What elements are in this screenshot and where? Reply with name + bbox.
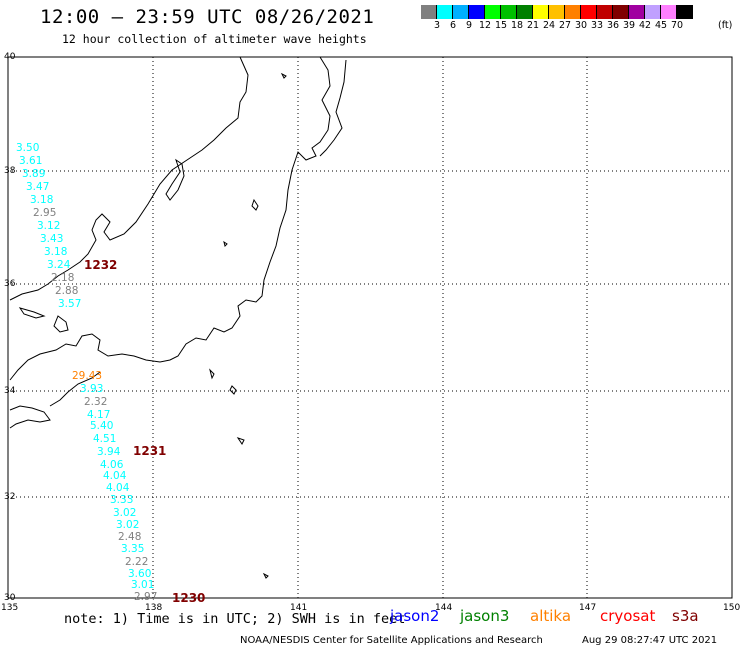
time-label: 1230 <box>172 591 206 605</box>
legend-swatch <box>485 5 501 19</box>
swh-label: 2.32 <box>84 396 108 408</box>
legend-swatch <box>517 5 533 19</box>
swh-label: 3.18 <box>30 194 54 206</box>
legend-label: 42 <box>638 20 652 31</box>
legend-label: 21 <box>526 20 540 31</box>
satellite-altika: altika <box>530 607 572 625</box>
footer-note: note: 1) Time is in UTC; 2) SWH is in fe… <box>64 611 406 627</box>
map-frame <box>7 56 733 599</box>
legend-label: 70 <box>670 20 684 31</box>
time-label: 1231 <box>133 444 167 458</box>
swh-label: 3.33 <box>110 494 134 506</box>
legend-swatch <box>549 5 565 19</box>
legend-swatch <box>533 5 549 19</box>
legend-swatch <box>661 5 677 19</box>
lon-label: 150 <box>723 603 740 613</box>
lon-label: 144 <box>435 603 453 613</box>
legend-swatch <box>565 5 581 19</box>
lat-label: 30 <box>4 593 16 603</box>
swh-label: 3.02 <box>116 519 140 531</box>
legend-label: 30 <box>574 20 588 31</box>
legend-label: 15 <box>494 20 508 31</box>
legend-label: 18 <box>510 20 524 31</box>
swh-label: 3.57 <box>58 298 82 310</box>
swh-label: 3.61 <box>19 155 43 167</box>
satellite-jason3: jason3 <box>460 607 510 625</box>
legend-swatch <box>469 5 485 19</box>
swh-label: 3.43 <box>40 233 64 245</box>
lat-label: 32 <box>4 492 16 502</box>
legend-swatch <box>421 5 437 19</box>
legend-labels: 3 6 9 12 15 18 21 24 27 30 33 36 39 42 4… <box>421 20 685 31</box>
coastline <box>9 56 347 579</box>
legend-label: 39 <box>622 20 636 31</box>
legend-label: 12 <box>478 20 492 31</box>
lat-label: 36 <box>4 279 16 289</box>
swh-label: 2.97 <box>134 591 158 603</box>
legend-label: 9 <box>465 20 473 31</box>
legend-swatch <box>501 5 517 19</box>
swh-label: 3.47 <box>26 181 50 193</box>
swh-label: 4.17 <box>87 409 111 421</box>
map-title: 12:00 – 23:59 UTC 08/26/2021 <box>40 6 375 28</box>
lon-label: 147 <box>579 603 597 613</box>
legend-label: 45 <box>654 20 668 31</box>
legend-label: 6 <box>449 20 457 31</box>
legend-swatch <box>453 5 469 19</box>
swh-label: 4.04 <box>103 470 127 482</box>
swh-label: 3.35 <box>121 543 145 555</box>
swh-label: 3.01 <box>131 579 155 591</box>
legend-label: 27 <box>558 20 572 31</box>
swh-label: 2.88 <box>55 285 79 297</box>
swh-label: 3.50 <box>16 142 40 154</box>
swh-label: 4.06 <box>100 459 124 471</box>
swh-label: 2.22 <box>125 556 149 568</box>
swh-label: 29.43 <box>72 370 103 382</box>
swh-label: 3.93 <box>80 383 104 395</box>
lat-label: 34 <box>4 386 16 396</box>
legend-swatch <box>437 5 453 19</box>
lon-label: 141 <box>290 603 308 613</box>
lat-label: 38 <box>4 166 16 176</box>
legend-swatch <box>677 5 693 19</box>
map-subtitle: 12 hour collection of altimeter wave hei… <box>62 32 367 46</box>
time-label: 1232 <box>84 258 118 272</box>
color-legend <box>421 5 693 19</box>
swh-label: 2.95 <box>33 207 57 219</box>
lat-label: 40 <box>4 52 16 62</box>
legend-label: 24 <box>542 20 556 31</box>
lon-label: 135 <box>1 603 19 613</box>
swh-label: 5.40 <box>90 420 114 432</box>
legend-label: 36 <box>606 20 620 31</box>
swh-label: 3.89 <box>22 168 46 180</box>
legend-label: 3 <box>433 20 441 31</box>
credit-date: Aug 29 08:27:47 UTC 2021 <box>582 635 718 646</box>
legend-unit: (ft) <box>718 20 733 31</box>
legend-swatch <box>597 5 613 19</box>
swh-label: 2.18 <box>51 272 75 284</box>
credit-text: NOAA/NESDIS Center for Satellite Applica… <box>240 635 543 646</box>
satellite-jason2: jason2 <box>390 607 440 625</box>
legend-label: 33 <box>590 20 604 31</box>
swh-label: 2.48 <box>118 531 142 543</box>
swh-label: 3.24 <box>47 259 71 271</box>
graticule <box>8 57 732 598</box>
swh-label: 3.18 <box>44 246 68 258</box>
swh-label: 3.60 <box>128 568 152 580</box>
legend-swatch <box>581 5 597 19</box>
legend-swatch <box>613 5 629 19</box>
swh-label: 3.12 <box>37 220 61 232</box>
legend-swatch <box>629 5 645 19</box>
lon-label: 138 <box>145 603 163 613</box>
swh-label: 4.04 <box>106 482 130 494</box>
legend-swatch <box>645 5 661 19</box>
swh-label: 4.51 <box>93 433 117 445</box>
swh-label: 3.02 <box>113 507 137 519</box>
swh-label: 3.94 <box>97 446 121 458</box>
satellite-cryosat: cryosat <box>600 607 656 625</box>
satellite-s3a: s3a <box>672 607 699 625</box>
